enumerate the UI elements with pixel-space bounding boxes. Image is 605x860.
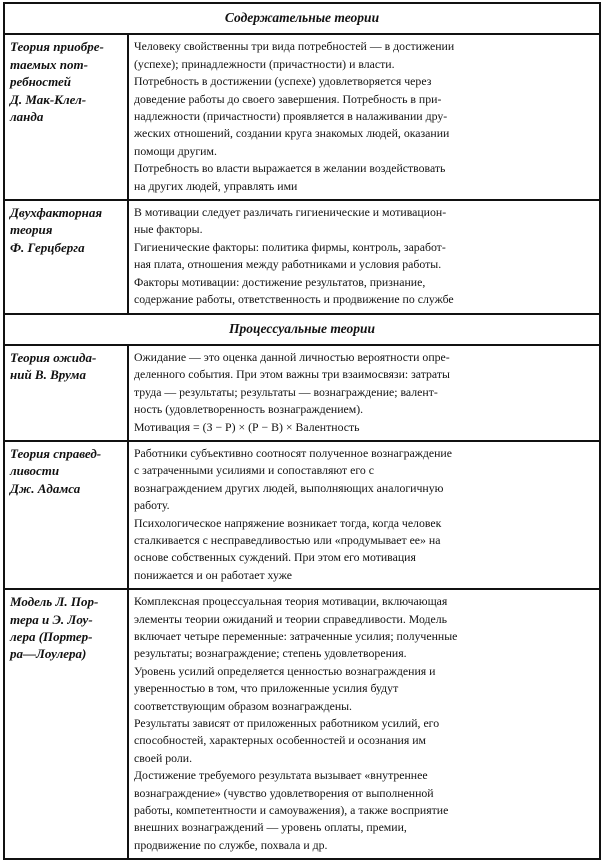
theory-name-line: Теория справед- [10,445,102,461]
description-line: В мотивации следует различать гигиеничес… [134,205,447,220]
theory-name: Теория приобре-таемых пот-ребностей Д. Ма… [3,33,129,202]
section-header-row: Содержательные теории [3,1,601,36]
theory-name: Теория справед-ливости Дж. Адамса [3,439,129,591]
theory-description: Комплексная процессуальная теория мотива… [127,588,601,860]
theory-name-line: Д. Мак-Клел- [10,91,87,107]
description-line: Факторы мотивации: достижение результато… [134,274,426,289]
theory-name: Теория ожида-ний В. Врума [3,343,129,442]
section-title: Процессуальные теории [3,312,601,346]
description-line: Гигиенические факторы: политика фирмы, к… [134,239,446,254]
theory-description: Работники субъективно соотносят полученн… [127,439,601,591]
theory-name-line: Двухфакторная [10,205,103,221]
theory-name-line: теория [10,222,53,238]
theory-row: Теория ожида-ний В. Врума Ожидание — это … [3,343,601,442]
theory-name-line: Теория ожида- [10,349,97,365]
description-line: основе собственных суждений. При этом ег… [134,550,416,565]
theory-name: Модель Л. Пор-тера и Э. Лоу-лера (Портер… [3,588,129,860]
description-line: продвижение по службе, похвала и др. [134,837,328,852]
description-line: Психологическое напряжение возникает тог… [134,515,442,530]
description-line: ные факторы. [134,222,203,237]
motivation-theories-table: Содержательные теории Теория приобре-таем… [3,1,601,860]
description-line: (успехе); принадлежности (причастности) … [134,56,395,71]
description-line: Потребность во власти выражается в желан… [134,161,446,176]
description-line: ная плата, отношения между работниками и… [134,257,442,272]
theory-name-line: ливости [10,463,60,479]
table-body: Содержательные теории Теория приобре-таем… [3,1,601,860]
description-line: Потребность в достижении (успехе) удовле… [134,74,432,89]
description-line: помощи другим. [134,143,217,158]
description-line: с затраченными усилиями и сопоставляют е… [134,463,375,478]
description-line: Мотивация = (З − Р) × (Р − В) × Валентно… [134,419,360,434]
theory-description: Человеку свойственны три вида потребност… [127,33,601,202]
description-line: работы, компетентности и самоуважения), … [134,803,449,818]
theory-name-line: Модель Л. Пор- [10,594,99,610]
description-line: результаты; вознаграждение; степень удов… [134,646,407,661]
theory-row: Модель Л. Пор-тера и Э. Лоу-лера (Портер… [3,588,601,860]
description-line: элементы теории ожиданий и теории справе… [134,611,448,626]
description-line: вознаграждение» (чувство удовлетворения … [134,785,434,800]
description-line: труда — результаты; результаты — вознагр… [134,384,438,399]
theory-name-line: ланда [10,109,44,125]
theory-name-line: ребностей [10,74,72,90]
theory-name-line: ний В. Врума [10,367,86,383]
theory-name-line: ра—Лоулера) [10,646,87,662]
description-line: сталкивается с несправедливостью или «пр… [134,532,441,547]
section-title: Содержательные теории [3,1,601,36]
theory-name-line: тера и Э. Лоу- [10,611,93,627]
theory-description: Ожидание — это оценка данной личностью в… [127,343,601,442]
description-line: деленного события. При этом важны три вз… [134,367,450,382]
theory-name-line: лера (Портер- [10,629,93,644]
description-line: вознаграждением других людей, выполняющи… [134,480,444,495]
theory-name-line: таемых пот- [10,56,88,72]
description-line: включает четыре переменные: затраченные … [134,629,458,643]
description-line: Результаты зависят от приложенных работн… [134,716,440,731]
description-line: ность (удовлетворенность вознаграждением… [134,402,364,417]
theory-row: Двухфакторная теория Ф. Герцберга В мотивац… [3,199,601,315]
description-line: Работники субъективно соотносят полученн… [134,445,452,460]
description-line: содержание работы, ответственность и про… [134,292,454,307]
theory-row: Теория приобре-таемых пот-ребностей Д. Ма… [3,33,601,202]
description-line: надлежности (причастности) проявляется в… [134,109,448,124]
description-line: внешних вознаграждений — уровень оплаты,… [134,820,407,835]
description-line: Достижение требуемого результата вызывае… [134,768,428,783]
description-line: на других людей, управлять ими [134,178,298,193]
description-line: способностей, характерных особенностей и… [134,733,426,748]
theory-name-line: Теория приобре- [10,39,104,55]
description-line: работу. [134,498,170,513]
description-line: жеских отношений, создании круга знакомы… [134,126,450,141]
theory-description: В мотивации следует различать гигиеничес… [127,199,601,315]
description-line: соответствующим образом вознаграждены. [134,698,353,713]
theory-name-line: Ф. Герцберга [10,239,85,255]
description-line: Ожидание — это оценка данной личностью в… [134,349,450,364]
description-line: уверенностью в том, что приложенные усил… [134,681,399,696]
description-line: Человеку свойственны три вида потребност… [134,39,455,54]
theory-row: Теория справед-ливости Дж. Адамса Работник… [3,439,601,591]
description-line: понижается и он работает хуже [134,567,292,582]
description-line: доведение работы до своего завершения. П… [134,91,442,106]
theory-name-line: Дж. Адамса [10,480,81,496]
description-line: своей роли. [134,750,193,765]
theory-name: Двухфакторная теория Ф. Герцберга [3,199,129,315]
section-header-row: Процессуальные теории [3,312,601,346]
description-line: Комплексная процессуальная теория мотива… [134,594,448,609]
description-line: Уровень усилий определяется ценностью во… [134,663,436,678]
